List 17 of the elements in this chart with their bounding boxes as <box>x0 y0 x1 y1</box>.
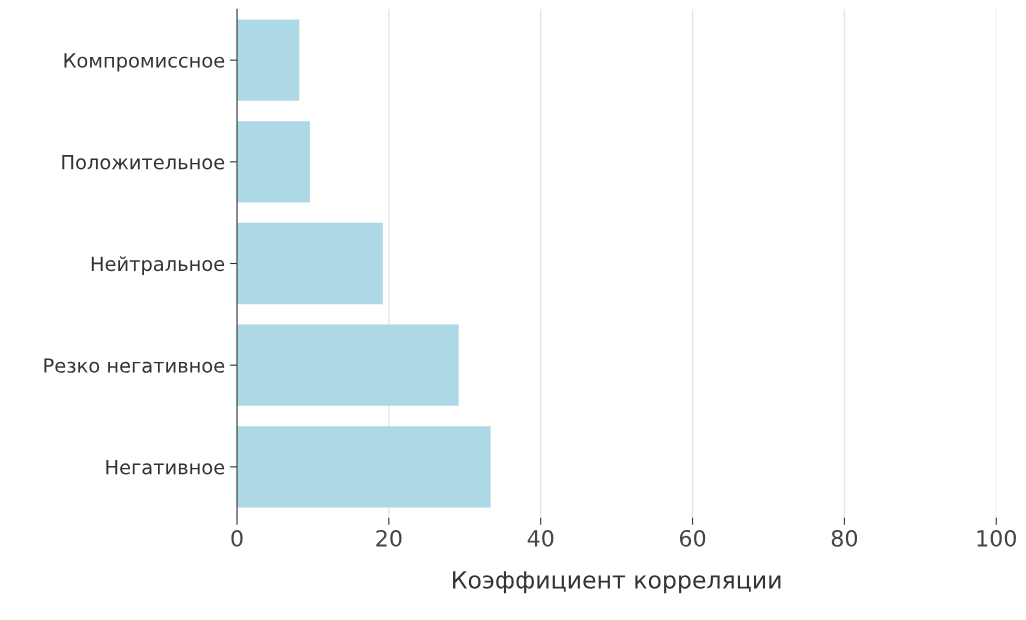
y-tick-label: Нейтральное <box>91 256 225 275</box>
x-tick-label: 100 <box>977 529 1016 547</box>
y-tick-label: Положительное <box>62 155 225 170</box>
x-tick-label: 20 <box>376 529 402 547</box>
y-tick-label: Резко негативное <box>44 358 225 373</box>
bar <box>237 222 383 305</box>
x-tick-label: 60 <box>679 529 706 547</box>
y-tick-label: Компромиссное <box>64 53 225 72</box>
x-tick-label: 0 <box>231 529 243 547</box>
bar <box>237 426 491 508</box>
x-axis-title: Коэффициент корреляции <box>453 571 781 594</box>
bar <box>237 324 459 406</box>
y-tick-label: Негативное <box>106 460 225 475</box>
bar <box>237 121 310 203</box>
x-tick-label: 80 <box>831 529 858 547</box>
bar <box>237 19 300 101</box>
x-tick-label: 40 <box>527 529 554 547</box>
